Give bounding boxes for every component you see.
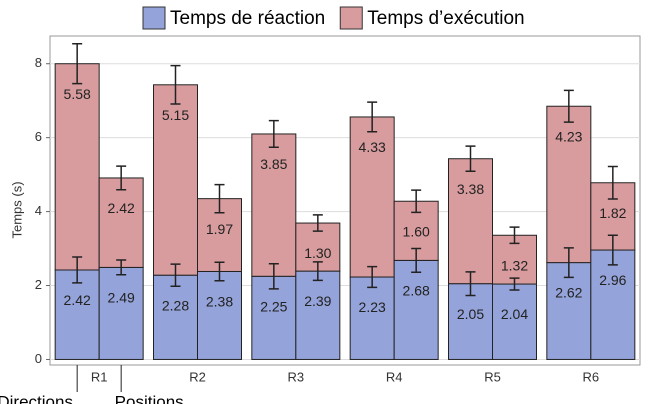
group-label: Directions <box>0 392 73 404</box>
bar-segment <box>349 276 395 360</box>
bar-segment <box>546 262 592 360</box>
error-bar <box>312 214 323 232</box>
bar-segment <box>393 259 439 360</box>
value-label: 2.38 <box>206 294 233 310</box>
legend-label: Temps d’exécution <box>367 8 524 29</box>
error-bar <box>509 277 520 291</box>
bar-segment <box>54 269 100 360</box>
bar-segment <box>590 249 636 360</box>
error-bar <box>312 261 323 282</box>
error-bar <box>607 234 618 266</box>
value-label: 1.60 <box>403 223 430 239</box>
error-bar <box>411 189 422 214</box>
y-tick-label: 6 <box>35 129 42 144</box>
legend-label: Temps de réaction <box>170 8 325 29</box>
error-bar <box>214 261 225 282</box>
value-label: 5.58 <box>64 86 91 102</box>
y-tick-label: 0 <box>35 351 42 366</box>
error-bar <box>72 256 83 284</box>
value-label: 2.42 <box>108 200 135 216</box>
value-label: 2.23 <box>359 299 386 315</box>
error-bar <box>116 165 127 191</box>
error-bar <box>509 226 520 245</box>
bar-segment <box>349 116 395 278</box>
error-bar <box>563 89 574 123</box>
value-label: 2.68 <box>403 283 430 299</box>
bar-segment <box>197 270 242 360</box>
bar-segment <box>98 266 144 360</box>
error-bar <box>465 271 476 297</box>
value-label: 4.33 <box>359 139 386 155</box>
plot-area <box>49 35 641 366</box>
value-label: 4.23 <box>555 128 582 144</box>
error-bar <box>116 259 127 276</box>
y-tick-label: 4 <box>35 203 42 218</box>
value-label: 2.62 <box>555 285 582 301</box>
error-bar <box>367 265 378 289</box>
x-tick-label: R1 <box>91 369 108 384</box>
x-tick-label: R5 <box>484 369 501 384</box>
value-label: 2.42 <box>64 292 91 308</box>
bar-segment <box>448 158 493 285</box>
error-bar <box>268 262 279 290</box>
legend-swatch <box>339 6 363 30</box>
bar-segment <box>492 283 537 360</box>
value-label: 1.82 <box>599 205 626 221</box>
error-bar <box>607 165 618 200</box>
error-bar <box>72 43 83 85</box>
x-tick-label: R6 <box>583 369 600 384</box>
bar-segment <box>251 275 297 360</box>
y-tick-label: 2 <box>35 277 42 292</box>
y-tick-label: 8 <box>35 55 42 70</box>
value-label: 2.04 <box>501 306 528 322</box>
value-label: 2.28 <box>162 297 189 313</box>
y-axis-label: Temps (s) <box>9 181 24 238</box>
x-tick-label: R2 <box>189 369 206 384</box>
value-label: 3.38 <box>457 181 484 197</box>
error-bar <box>367 101 378 133</box>
error-bar <box>170 64 181 105</box>
value-label: 1.97 <box>206 221 233 237</box>
error-bar <box>170 263 181 288</box>
value-label: 1.30 <box>304 245 331 261</box>
legend-swatch <box>142 6 166 30</box>
bar-segment <box>546 105 592 264</box>
bar-segment <box>153 274 198 360</box>
value-label: 5.15 <box>162 107 189 123</box>
error-bar <box>411 247 422 273</box>
value-label: 2.39 <box>304 293 331 309</box>
bar-segment <box>295 270 341 360</box>
group-label: Positions <box>115 392 184 404</box>
x-tick-label: R3 <box>288 369 305 384</box>
value-label: 2.05 <box>457 306 484 322</box>
value-label: 3.85 <box>260 156 287 172</box>
x-tick-label: R4 <box>386 369 403 384</box>
bar-segment <box>448 283 493 360</box>
value-label: 1.32 <box>501 257 528 273</box>
error-bar <box>465 145 476 173</box>
bar-segment <box>98 177 144 268</box>
value-label: 2.49 <box>108 290 135 306</box>
error-bar <box>268 119 279 149</box>
error-bar <box>214 183 225 214</box>
bar-segment <box>251 133 297 277</box>
error-bar <box>563 247 574 279</box>
value-label: 2.96 <box>599 272 626 288</box>
value-label: 2.25 <box>260 298 287 314</box>
